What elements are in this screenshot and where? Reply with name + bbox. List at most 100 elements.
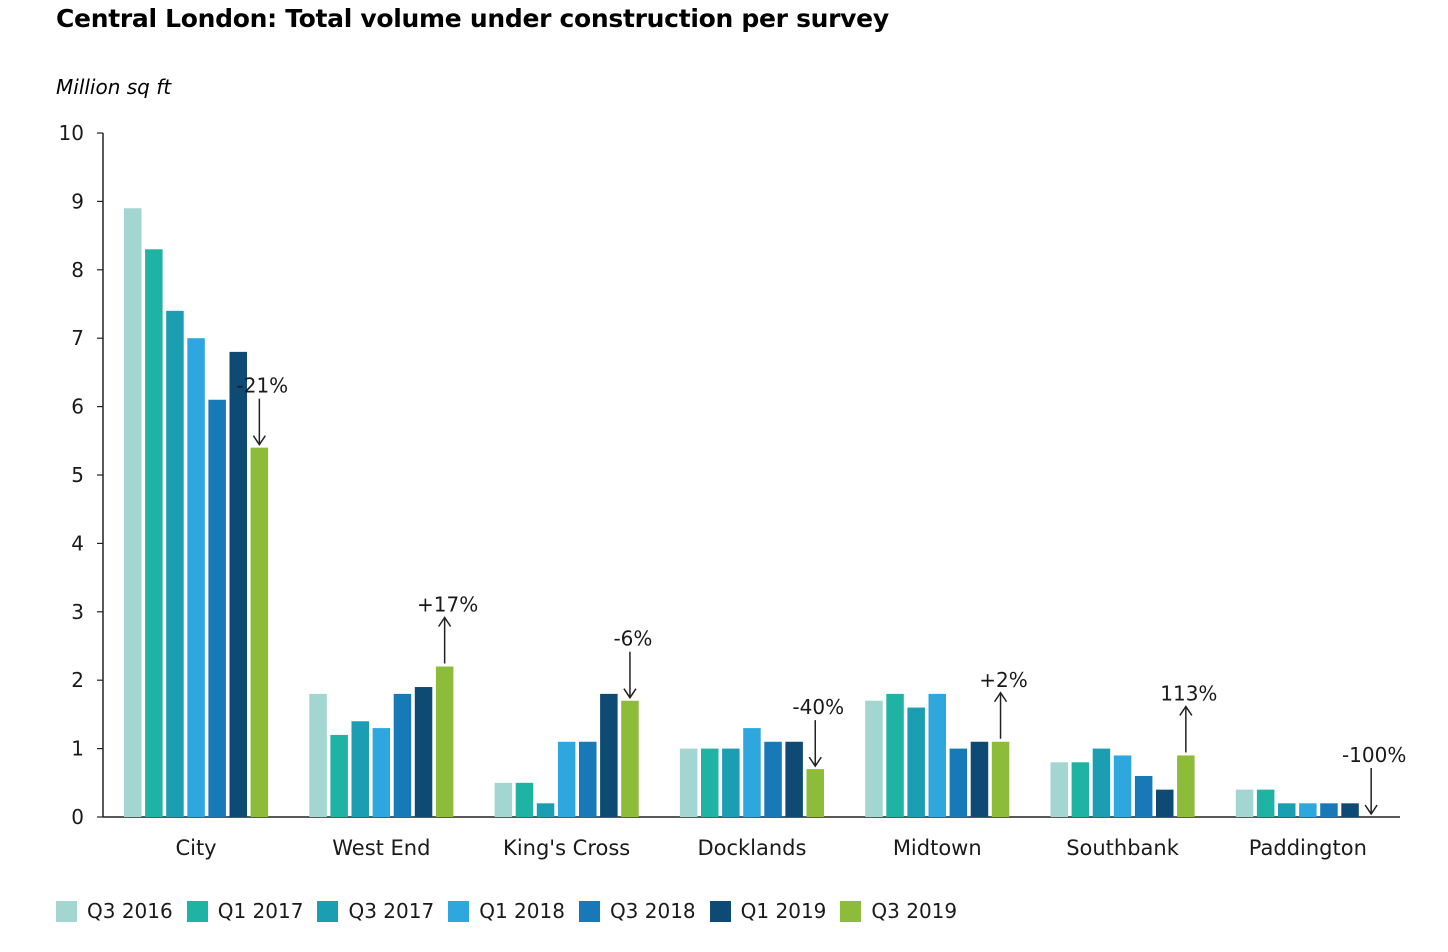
bar: [187, 338, 205, 817]
y-tick-label: 2: [71, 668, 84, 692]
bar: [1071, 762, 1090, 817]
legend-item: Q3 2017: [317, 899, 434, 923]
legend-label: Q3 2016: [87, 899, 173, 923]
x-tick-label: King's Cross: [503, 836, 630, 860]
legend-label: Q3 2019: [871, 899, 958, 923]
bar: [949, 748, 968, 817]
annotation-arrowhead: [252, 435, 266, 446]
bar: [494, 782, 513, 817]
bar: [145, 249, 163, 817]
bar: [250, 447, 269, 817]
annotation-arrowhead: [808, 756, 822, 768]
bar: [1092, 748, 1111, 817]
annotation-label: -100%: [1342, 743, 1406, 767]
y-axis-unit-label: Million sq ft: [56, 75, 172, 99]
y-tick-label: 8: [71, 258, 84, 282]
legend-item: Q3 2016: [56, 899, 173, 923]
annotation-label: +17%: [417, 593, 478, 617]
annotation-label: 113%: [1160, 681, 1217, 705]
bar: [372, 728, 391, 817]
x-tick-label: Midtown: [893, 836, 982, 860]
bar: [1256, 789, 1275, 817]
bar: [991, 741, 1010, 817]
legend-label: Q3 2018: [609, 899, 696, 923]
bar: [928, 693, 946, 817]
bar: [621, 700, 639, 817]
chart-title: Central London: Total volume under const…: [56, 4, 889, 33]
bar: [1050, 762, 1068, 817]
annotation-label: -6%: [613, 627, 652, 651]
bar: [229, 351, 247, 817]
bar: [414, 687, 433, 817]
y-tick-label: 0: [71, 805, 84, 829]
bar: [865, 700, 883, 817]
bar: [1134, 775, 1153, 817]
y-tick-label: 6: [71, 395, 84, 419]
annotation-label: -21%: [237, 374, 289, 398]
y-tick-label: 9: [71, 189, 84, 213]
y-tick-label: 3: [71, 600, 84, 624]
x-tick-label: Southbank: [1066, 836, 1180, 860]
bar: [351, 721, 369, 817]
bar: [722, 748, 740, 817]
bar: [557, 741, 576, 817]
bar: [764, 741, 782, 817]
legend-item: Q1 2018: [448, 899, 565, 923]
annotation-arrowhead: [993, 691, 1008, 703]
bar: [1156, 789, 1174, 817]
bar: [1235, 789, 1254, 817]
legend-swatch: [578, 900, 600, 922]
bar: [579, 741, 597, 817]
legend-swatch: [840, 900, 862, 922]
legend-swatch: [448, 900, 470, 922]
legend-swatch: [186, 900, 208, 922]
bar: [1320, 803, 1338, 817]
bar: [435, 666, 454, 817]
bar: [1113, 755, 1132, 817]
bar: [886, 693, 904, 817]
bar: [309, 693, 327, 817]
bar: [743, 728, 761, 817]
legend-swatch: [317, 900, 339, 922]
y-tick-label: 10: [59, 121, 84, 145]
y-tick-label: 7: [71, 326, 84, 350]
x-tick-label: City: [175, 836, 216, 860]
bar: [515, 782, 534, 817]
bar: [166, 310, 184, 817]
bar: [208, 399, 226, 817]
legend-item: Q3 2019: [840, 899, 957, 923]
y-tick-label: 1: [71, 737, 84, 761]
annotation-label: -40%: [792, 695, 844, 719]
bar: [536, 803, 555, 817]
bar: [1299, 803, 1317, 817]
bar: [600, 693, 618, 817]
bar: [970, 741, 989, 817]
legend-label: Q1 2017: [217, 899, 304, 923]
annotation-arrowhead: [623, 688, 637, 700]
bar: [785, 741, 803, 817]
bar: [330, 734, 348, 817]
bar: [1341, 803, 1359, 817]
legend-label: Q1 2018: [479, 899, 565, 923]
bar: [907, 707, 925, 817]
legend-swatch: [709, 900, 731, 922]
x-tick-label: Docklands: [697, 836, 806, 860]
y-tick-label: 4: [71, 531, 84, 555]
legend: Q3 2016 Q1 2017 Q3 2017 Q1 2018 Q3 2018 Q1 20…: [56, 899, 971, 923]
bar: [1278, 803, 1296, 817]
annotation-label: +2%: [979, 668, 1028, 692]
legend-item: Q1 2019: [709, 899, 827, 923]
bar: [124, 208, 142, 818]
bar: [806, 769, 824, 817]
bar: [393, 693, 412, 817]
bar: [679, 748, 698, 817]
x-tick-label: Paddington: [1249, 836, 1367, 860]
y-tick-label: 5: [71, 463, 84, 487]
bar-chart: 0 1 2 3 4 5 6 7 8 9 10 City West End King's Cross Dock…: [59, 121, 1407, 860]
annotation-arrowhead: [438, 616, 452, 627]
bar: [701, 748, 719, 817]
annotation-arrowhead: [1179, 705, 1193, 716]
legend-label: Q1 2019: [740, 899, 827, 923]
annotation-arrowhead: [1364, 804, 1378, 816]
legend-item: Q3 2018: [578, 899, 696, 923]
